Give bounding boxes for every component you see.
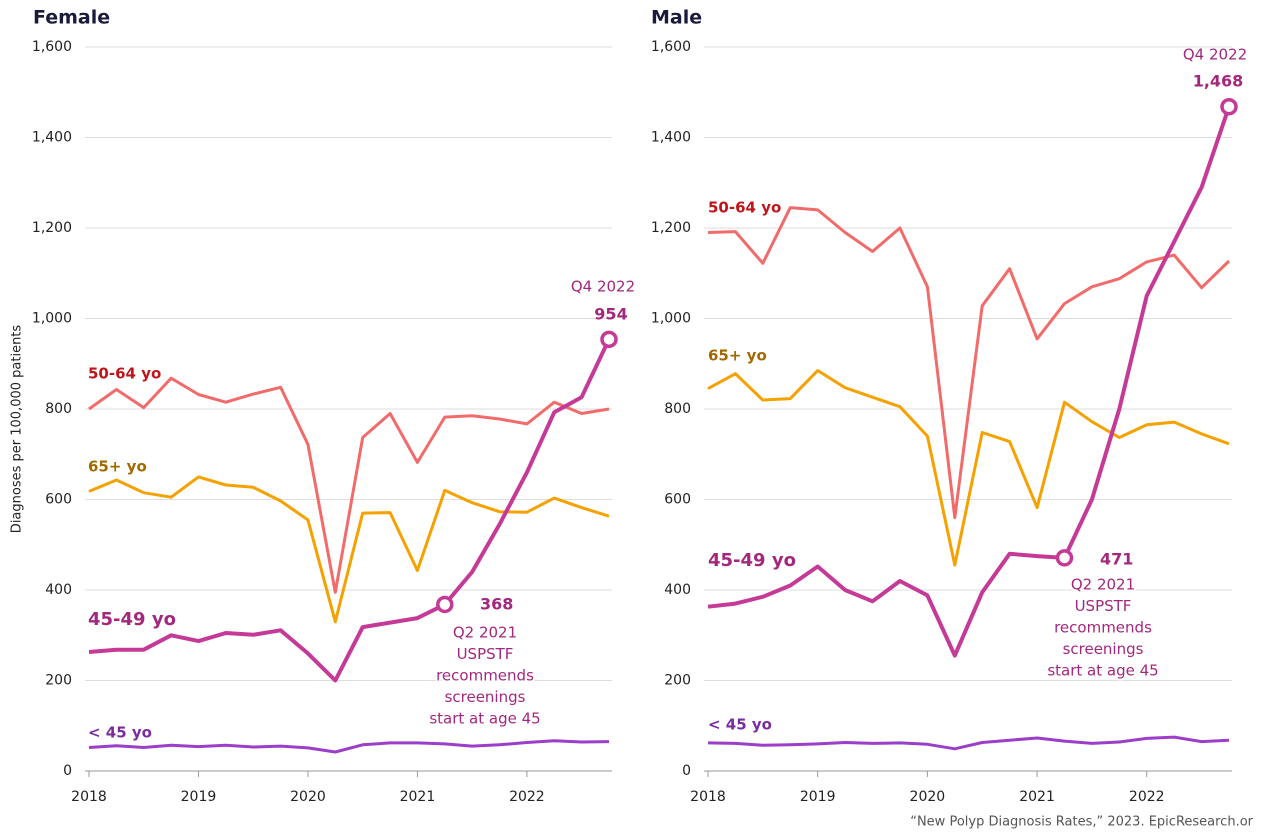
y-tick-label: 400 bbox=[664, 582, 691, 598]
y-tick-label: 1,400 bbox=[651, 130, 691, 146]
source: “New Polyp Diagnosis Rates,” 2023. EpicR… bbox=[910, 815, 1253, 830]
x-tick-label: 2018 bbox=[71, 789, 107, 805]
y-tick-label: 1,000 bbox=[651, 311, 691, 327]
x-tick-label: 2019 bbox=[800, 789, 836, 805]
value-label: 471 bbox=[1100, 550, 1133, 569]
series-line bbox=[707, 369, 1230, 567]
annotation: USPSTF bbox=[1075, 597, 1132, 615]
annotation: Q4 2022 bbox=[571, 278, 635, 296]
series-line bbox=[707, 735, 1230, 751]
x-tick-label: 2018 bbox=[690, 789, 726, 805]
series-label: 50-64 yo bbox=[708, 199, 781, 217]
series-line bbox=[88, 475, 610, 624]
y-tick-label: 1,600 bbox=[651, 39, 691, 55]
x-tick-label: 2019 bbox=[181, 789, 217, 805]
series-line bbox=[707, 106, 1231, 658]
y-tick-label: 600 bbox=[664, 492, 691, 508]
annotation: recommends bbox=[436, 667, 534, 685]
y-tick-label: 800 bbox=[45, 401, 72, 417]
y-tick-label: 200 bbox=[45, 673, 72, 689]
value-label: 954 bbox=[594, 305, 627, 324]
series-label: < 45 yo bbox=[708, 716, 772, 734]
annotation: Q4 2022 bbox=[1183, 46, 1247, 64]
y-tick-label: 600 bbox=[45, 492, 72, 508]
series-label: 45-49 yo bbox=[88, 609, 176, 630]
series-line bbox=[88, 739, 610, 754]
y-tick-label: 200 bbox=[664, 673, 691, 689]
x-tick-label: 2020 bbox=[910, 789, 946, 805]
annotation: start at age 45 bbox=[1047, 662, 1158, 680]
annotation: Q2 2021 bbox=[1071, 576, 1135, 594]
annotation: start at age 45 bbox=[429, 710, 540, 728]
annotation: USPSTF bbox=[457, 645, 514, 663]
series-line bbox=[88, 376, 610, 594]
y-axis-label: Diagnoses per 100,000 patients bbox=[10, 325, 25, 534]
x-tick-label: 2021 bbox=[1019, 789, 1055, 805]
annotation: recommends bbox=[1054, 619, 1152, 637]
point-marker bbox=[436, 595, 454, 614]
annotation: screenings bbox=[1063, 640, 1144, 658]
value-label: 368 bbox=[480, 595, 513, 614]
y-tick-label: 0 bbox=[63, 763, 72, 779]
value-label: 1,468 bbox=[1193, 72, 1244, 91]
series-label: 45-49 yo bbox=[708, 550, 796, 571]
series-label: < 45 yo bbox=[88, 724, 152, 742]
x-tick-label: 2020 bbox=[290, 789, 326, 805]
point-marker bbox=[600, 330, 618, 349]
series-label: 65+ yo bbox=[88, 458, 147, 476]
panel-title: Male bbox=[651, 7, 702, 29]
panel-title: Female bbox=[33, 7, 110, 29]
y-tick-label: 400 bbox=[45, 582, 72, 598]
point-marker bbox=[1055, 549, 1074, 567]
x-tick-label: 2022 bbox=[1129, 789, 1165, 805]
x-tick-label: 2022 bbox=[509, 789, 545, 805]
series-label: 50-64 yo bbox=[88, 365, 161, 383]
y-tick-label: 0 bbox=[682, 763, 691, 779]
y-tick-label: 1,000 bbox=[32, 311, 72, 327]
annotation: Q2 2021 bbox=[453, 624, 517, 642]
x-tick-label: 2021 bbox=[400, 789, 436, 805]
y-tick-label: 1,200 bbox=[651, 220, 691, 236]
point-marker bbox=[1220, 97, 1238, 116]
y-tick-label: 1,400 bbox=[32, 130, 72, 146]
y-tick-label: 1,200 bbox=[32, 220, 72, 236]
series-label: 65+ yo bbox=[708, 347, 767, 365]
annotation: screenings bbox=[445, 688, 526, 706]
y-tick-label: 800 bbox=[664, 401, 691, 417]
series-line bbox=[88, 338, 611, 683]
y-tick-label: 1,600 bbox=[32, 39, 72, 55]
series-line bbox=[707, 206, 1231, 520]
